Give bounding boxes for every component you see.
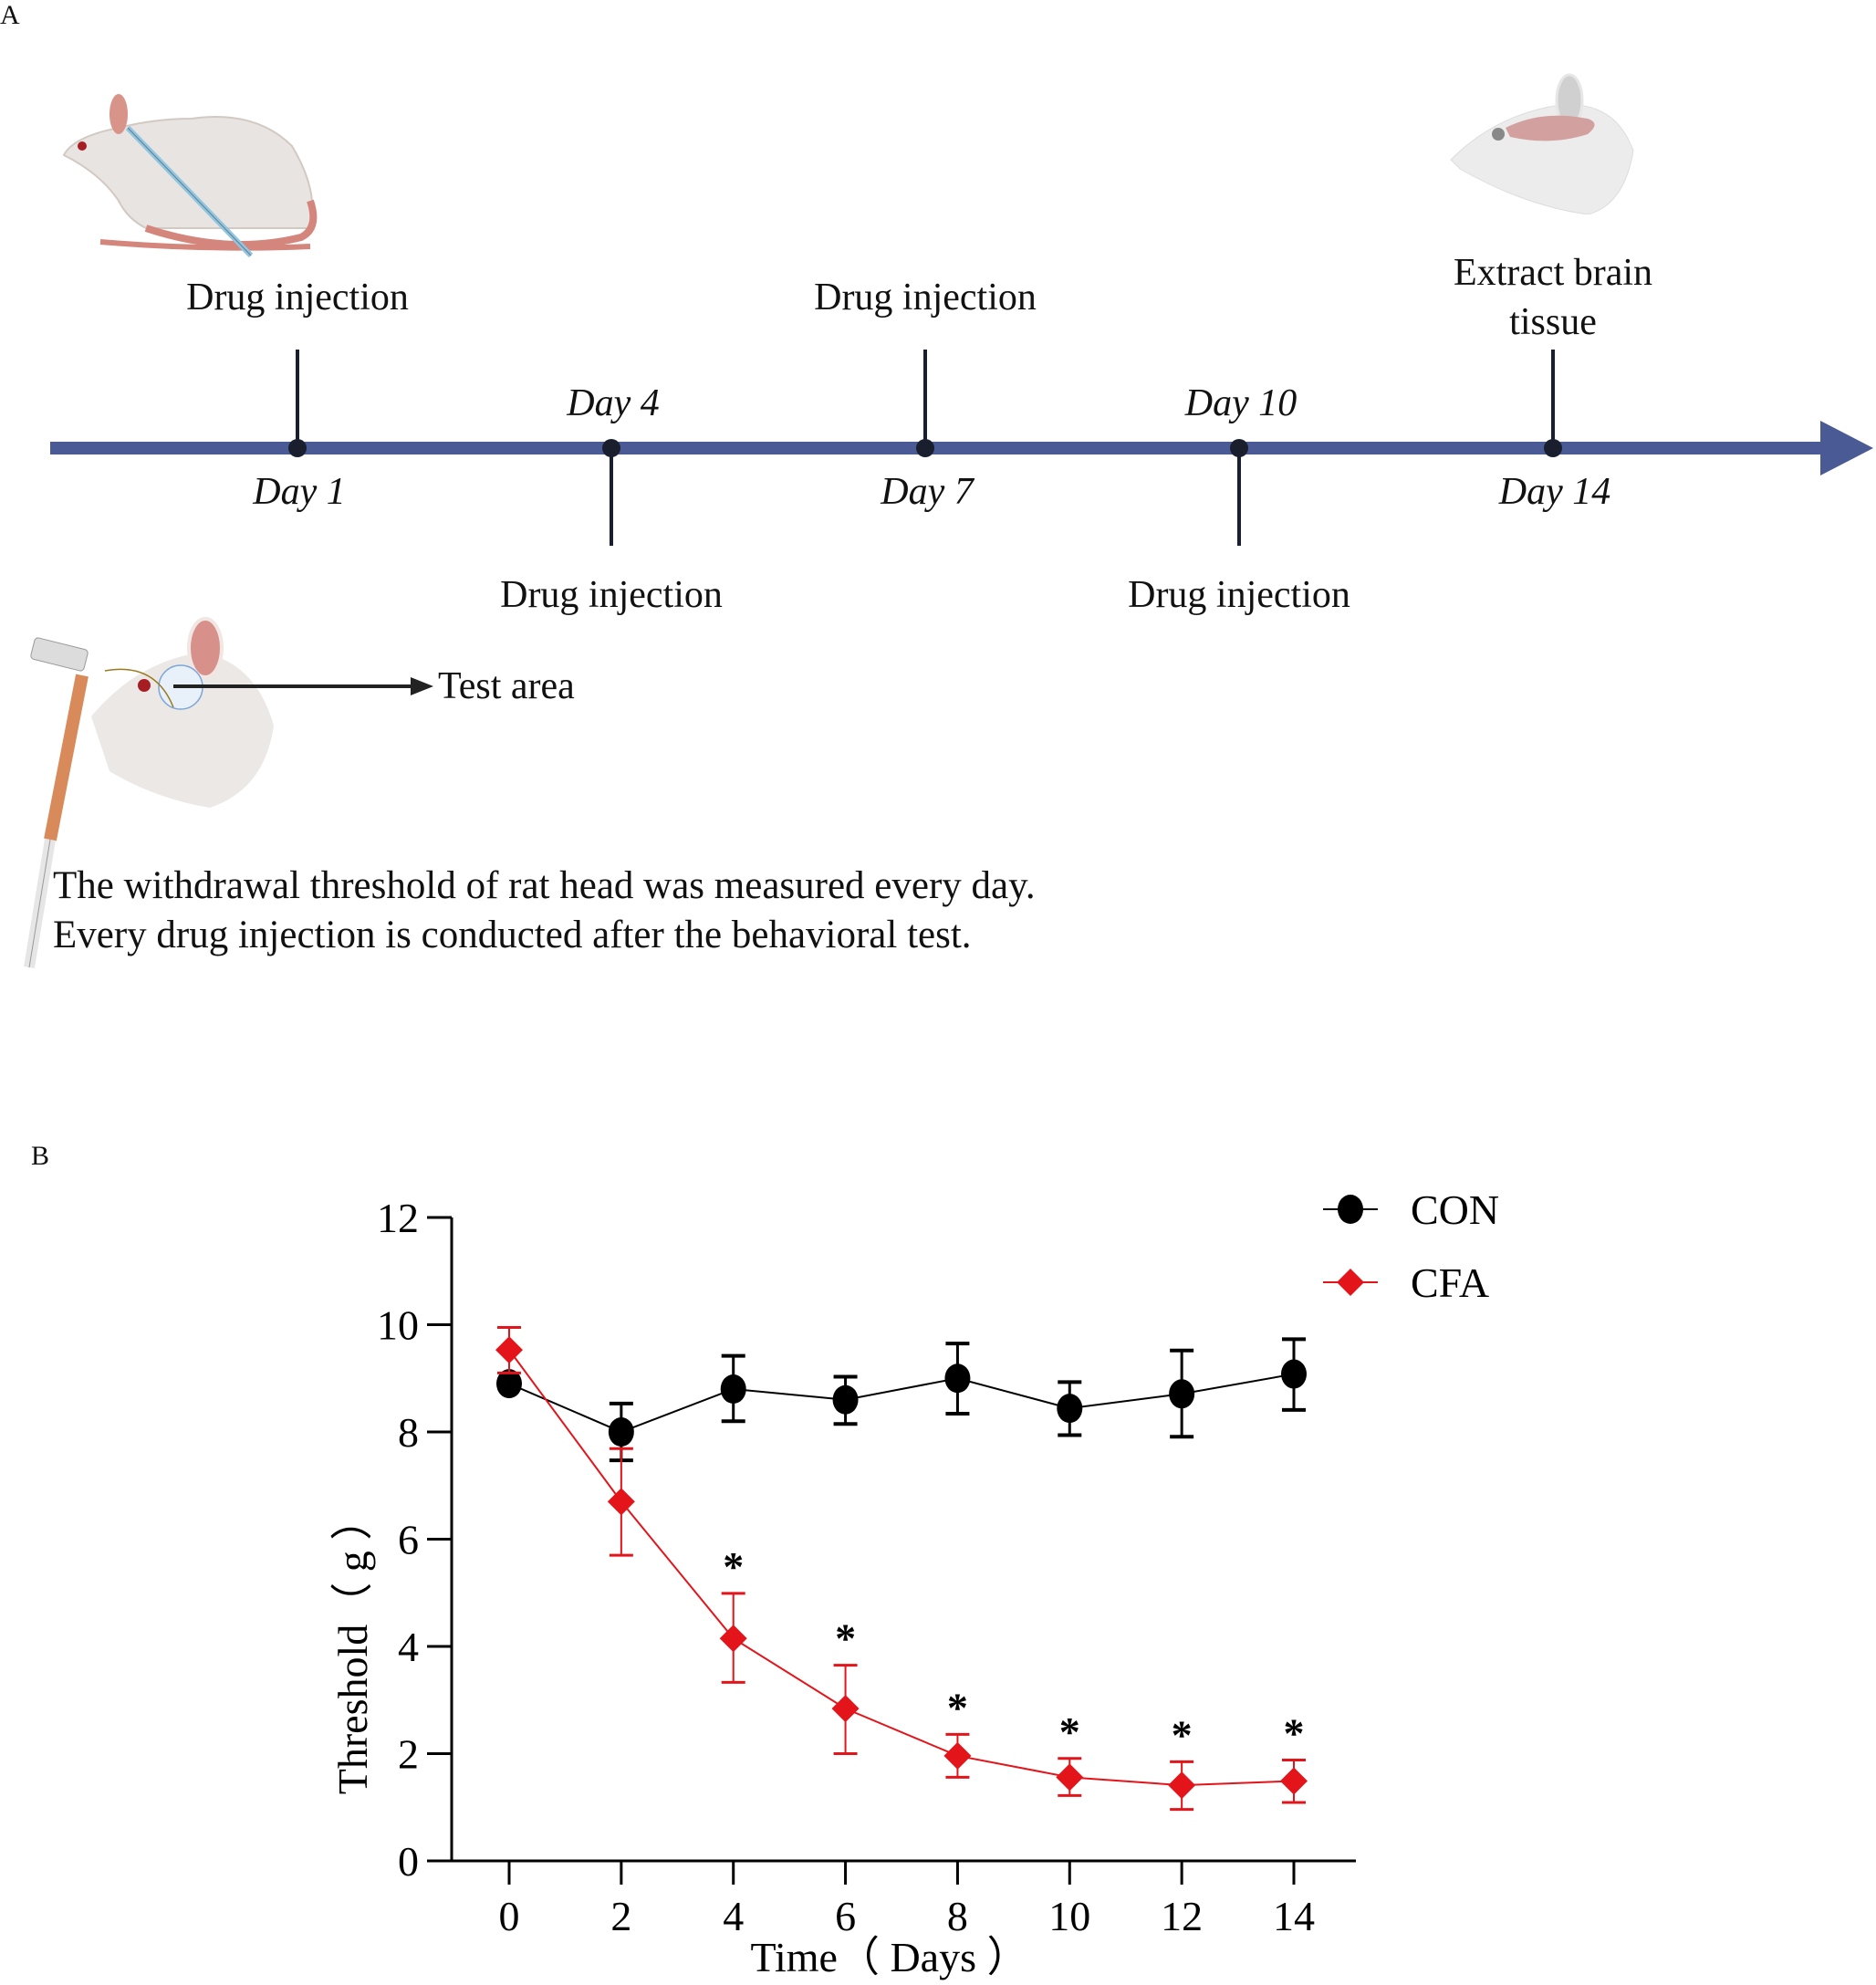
significance-star: * [947,1684,968,1730]
legend-label: CFA [1411,1259,1489,1306]
x-tick-label: 10 [1048,1893,1090,1939]
data-point [719,1625,747,1653]
x-tick-label: 2 [610,1893,631,1939]
timeline [50,350,1873,546]
data-point [1168,1771,1196,1800]
threshold-chart: 0 2 4 6 8 10 12 0 2 4 6 8 10 12 14 * * * * * * CON CFA Thres… [329,1186,1499,1980]
timeline-marker-dot [916,439,934,457]
timeline-day-label: Day 4 [567,382,660,424]
x-tick-label: 12 [1161,1893,1203,1939]
y-tick-label: 12 [377,1195,419,1241]
timeline-event-label: tissue [1509,301,1597,343]
y-tick-label: 6 [398,1517,419,1563]
x-axis-label: Time（ Days ） [751,1934,1029,1980]
test-area-label: Test area [438,665,575,707]
significance-star: * [1172,1711,1193,1758]
data-point [1057,1394,1083,1424]
data-point [944,1363,971,1394]
timeline-event-label: Drug injection [500,574,723,616]
timeline-day-label: Day 14 [1498,471,1611,513]
data-point [1169,1379,1195,1409]
data-point [495,1336,523,1364]
data-point [720,1374,746,1404]
timeline-arrowhead [1820,421,1873,475]
series-line [508,1373,1295,1434]
data-point [943,1741,972,1770]
timeline-marker-dot [1544,439,1562,457]
data-point [608,1417,634,1447]
significance-star: * [835,1615,856,1662]
timeline-day-label: Day 7 [881,471,974,513]
x-tick-label: 4 [723,1893,744,1939]
significance-star: * [723,1543,744,1590]
timeline-day-label: Day 10 [1184,382,1298,424]
data-point [1281,1359,1307,1389]
series-con [496,1337,1307,1463]
timeline-event-label: Extract brain [1453,252,1653,294]
data-point [496,1369,522,1399]
data-point [1056,1763,1084,1792]
rat-injection-icon [62,94,318,258]
y-tick-label: 10 [377,1302,419,1349]
legend-item-con: CON [1323,1186,1499,1233]
data-point [607,1488,635,1516]
series-cfa [495,1325,1308,1812]
note-line-2: Every drug injection is conducted after … [53,914,972,956]
y-axis-label: Threshold（ g ） [329,1499,376,1795]
note-line-1: The withdrawal threshold of rat head was… [53,864,1036,907]
data-point [832,1384,859,1415]
significance-star: * [1059,1708,1080,1755]
legend-marker [1338,1195,1363,1224]
x-tick-label: 8 [947,1893,968,1939]
von-frey-rat-icon [24,617,274,968]
timeline-marker-dot [288,439,307,457]
timeline-marker-dot [602,439,620,457]
timeline-axis [50,442,1829,454]
legend-label: CON [1411,1186,1499,1233]
x-tick-label: 0 [499,1893,520,1939]
panel-b-label: B [31,1141,50,1171]
legend-marker [1337,1269,1364,1296]
legend-item-cfa: CFA [1323,1259,1489,1306]
timeline-event-label: Drug injection [814,277,1037,319]
y-tick-label: 2 [398,1731,419,1778]
y-tick-label: 0 [398,1838,419,1885]
timeline-event-label: Drug injection [1128,574,1350,616]
significance-star: * [1284,1710,1305,1757]
panel-a-label: A [0,0,20,30]
rat-brain-icon [1450,73,1634,214]
x-tick-label: 14 [1273,1893,1315,1939]
test-area-arrow [173,677,433,695]
data-point [1280,1767,1308,1795]
x-tick-label: 6 [835,1893,856,1939]
series-line [508,1349,1295,1787]
y-tick-label: 8 [398,1409,419,1456]
timeline-day-label: Day 1 [253,471,346,513]
timeline-marker-dot [1230,439,1248,457]
data-point [831,1695,860,1723]
timeline-event-label: Drug injection [186,277,409,319]
y-tick-label: 4 [398,1624,419,1670]
